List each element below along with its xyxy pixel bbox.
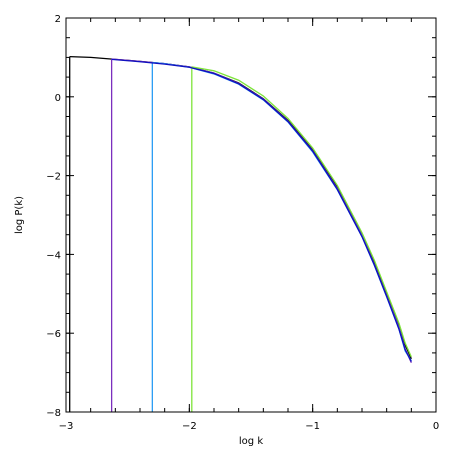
x-tick-label: 0 — [433, 421, 439, 432]
y-tick-label: −4 — [46, 250, 61, 261]
x-tick-label: −2 — [182, 421, 197, 432]
y-tick-label: 0 — [55, 93, 61, 104]
x-axis-label: log k — [239, 436, 263, 447]
series-3-line — [191, 66, 412, 358]
plot-frame — [65, 17, 437, 413]
tick-layer: −3 −2 −1 0 −8 −6 −4 −2 0 2 — [46, 14, 439, 432]
y-tick-label: −2 — [46, 172, 61, 183]
y-tick-label: −8 — [46, 408, 61, 419]
x-tick-label: −3 — [59, 421, 74, 432]
series-4-line — [111, 58, 412, 362]
y-tick-label: −6 — [46, 329, 61, 340]
x-tick-label: −1 — [305, 421, 320, 432]
series-0-line — [69, 55, 412, 360]
series-1-line — [111, 58, 412, 364]
y-axis-label: log P(k) — [14, 196, 25, 234]
series-layer — [69, 55, 412, 412]
y-tick-label: 2 — [55, 14, 61, 25]
